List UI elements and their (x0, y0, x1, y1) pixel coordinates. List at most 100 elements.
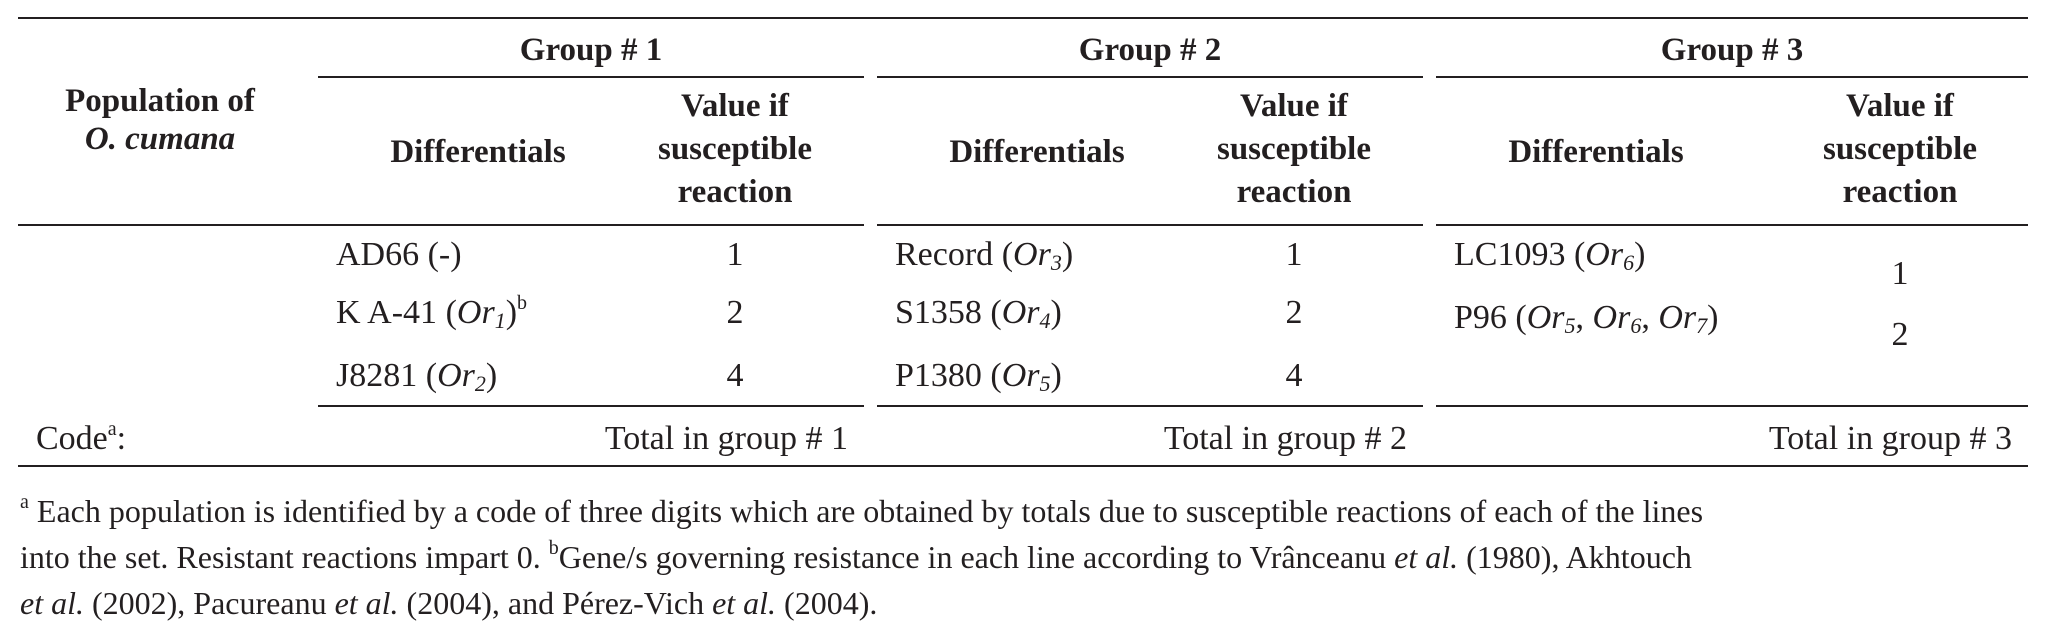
group1-row3-gene: Or (437, 357, 475, 394)
group3-total: Total in group # 3 (1768, 420, 2012, 457)
group3-row2-gene-1: Or (1526, 299, 1565, 336)
group3-row1-differential: LC1093 (Or6) (1454, 236, 1646, 275)
group3-row1-value: 1 (1891, 255, 1909, 292)
row-header-line1: Population of (65, 83, 255, 119)
code-label-text: Code (36, 420, 108, 457)
code-label: Codea: (36, 419, 127, 457)
footnote-b-year-2: (2002), Pacureanu (83, 585, 335, 621)
group3-row2-gene-2: Or (1592, 299, 1631, 336)
group2-value-header-line2: susceptible (1216, 131, 1371, 167)
group1-row2-differential: K A-41 (Or1)b (336, 292, 528, 333)
group1-row1-gene: (-) (419, 236, 462, 273)
group3-row2-name: P96 (1454, 299, 1507, 336)
footnote-etal-2: et al. (20, 585, 84, 621)
group1-value-header-line2: susceptible (657, 131, 812, 167)
footnote-a-text-1: Each population is identified by a code … (28, 493, 1704, 529)
group2-title-rule (877, 76, 1423, 78)
group1-row3-differential: J8281 (Or2) (336, 357, 498, 396)
group3-title: Group # 3 (1660, 32, 1804, 68)
group3-row2-gene-3-sub: 7 (1696, 313, 1708, 338)
group1-row1-differential: AD66 (-) (336, 238, 462, 272)
group3-row2-differential: P96 (Or5, Or6, Or7) (1454, 299, 1719, 338)
footnote-b-year-1: (1980), Akhtouch (1458, 539, 1692, 575)
group2-row3-gene-sub: 5 (1039, 371, 1051, 396)
body-bottom-rule-g3 (1436, 405, 2028, 407)
footnote-b-year-4: (2004). (776, 585, 878, 621)
group2-row1-gene: Or (1013, 236, 1051, 273)
footnote-etal-1: et al. (1394, 539, 1459, 575)
group1-row1-value: 1 (726, 236, 744, 273)
row-header-line2: O. cumana (84, 121, 236, 157)
group1-row3-name: J8281 (336, 357, 418, 394)
group1-row2-name: K A-41 (336, 294, 438, 331)
group1-title: Group # 1 (519, 32, 663, 68)
group1-row2-value: 2 (726, 294, 744, 331)
group3-row2-gene-1-sub: 5 (1564, 313, 1576, 338)
body-bottom-rule-g2 (877, 405, 1423, 407)
group2-row2-gene: Or (1001, 294, 1040, 331)
group2-row1-differential: Record (Or3) (895, 236, 1074, 275)
group2-row3-differential: P1380 (Or5) (895, 357, 1062, 396)
group2-row1-name: Record (895, 236, 994, 273)
group1-row2-footnote-mark: b (517, 292, 528, 314)
footnote-line3: et al. (2002), Pacureanu et al. (2004), … (20, 580, 2030, 626)
group3-value-header: Value if susceptible reaction (1790, 85, 2010, 214)
group1-value-header: Value if susceptible reaction (630, 85, 840, 214)
group1-row2-gene-sub: 1 (494, 308, 506, 333)
body-bottom-rule-g1 (318, 405, 864, 407)
group2-row3-value: 4 (1285, 357, 1303, 394)
group2-title: Group # 2 (1078, 32, 1222, 68)
group2-value-header-line1: Value if (1240, 88, 1348, 124)
group2-row3-gene: Or (1001, 357, 1040, 394)
group2-row2-name: S1358 (895, 294, 982, 331)
group2-differentials-header: Differentials (949, 134, 1125, 170)
group1-value-header-line3: reaction (677, 174, 793, 210)
group2-row1-value: 1 (1285, 236, 1303, 273)
table-top-rule (18, 17, 2028, 19)
group2-row1-gene-sub: 3 (1050, 250, 1062, 275)
footnote-a-mark: a (20, 491, 29, 513)
group3-title-rule (1436, 76, 2028, 78)
group1-row2-gene: Or (456, 294, 495, 331)
group1-row3-gene-sub: 2 (474, 371, 486, 396)
footnote-a-text-2: into the set. Resistant reactions impart… (20, 539, 549, 575)
group2-row2-gene-sub: 4 (1039, 308, 1051, 333)
group3-row1-gene-sub: 6 (1623, 250, 1635, 275)
header-bottom-rule-left (18, 224, 318, 226)
group2-total: Total in group # 2 (1163, 420, 1407, 457)
footnote-etal-3: et al. (334, 585, 399, 621)
group1-total: Total in group # 1 (604, 420, 848, 457)
group2-row3-name: P1380 (895, 357, 982, 394)
header-bottom-rule-g1 (318, 224, 864, 226)
group3-row1-gene: Or (1585, 236, 1624, 273)
group1-row1-name: AD66 (336, 236, 420, 273)
group2-row2-differential: S1358 (Or4) (895, 294, 1062, 333)
table-bottom-rule (18, 465, 2028, 467)
group1-differentials-header: Differentials (390, 134, 566, 170)
group2-row2-value: 2 (1285, 294, 1303, 331)
row-header: Population of O. cumana (30, 82, 290, 158)
group3-value-header-line1: Value if (1846, 88, 1954, 124)
group3-row1-name: LC1093 (1454, 236, 1566, 273)
group1-value-header-line1: Value if (681, 88, 789, 124)
footnote-b-text-1: Gene/s governing resistance in each line… (558, 539, 1395, 575)
group3-value-header-line3: reaction (1842, 174, 1958, 210)
footnote-b-mark: b (548, 537, 559, 559)
group3-value-header-line2: susceptible (1822, 131, 1977, 167)
group1-row3-value: 4 (726, 357, 744, 394)
footnote-b-year-3: (2004), and Pérez-Vich (398, 585, 713, 621)
group3-row2-gene-3: Or (1658, 299, 1697, 336)
footnote-etal-4: et al. (712, 585, 777, 621)
footnote-line1: a Each population is identified by a cod… (20, 488, 2030, 534)
group3-differentials-header: Differentials (1508, 134, 1684, 170)
code-colon: : (116, 420, 127, 457)
group2-value-header: Value if susceptible reaction (1189, 85, 1399, 214)
footnote-line2: into the set. Resistant reactions impart… (20, 534, 2030, 580)
group1-title-rule (318, 76, 864, 78)
header-bottom-rule-g2 (877, 224, 1423, 226)
group2-value-header-line3: reaction (1236, 174, 1352, 210)
group3-row2-gene-2-sub: 6 (1630, 313, 1642, 338)
code-footnote-mark: a (107, 418, 117, 440)
group3-row2-value: 2 (1891, 316, 1909, 353)
